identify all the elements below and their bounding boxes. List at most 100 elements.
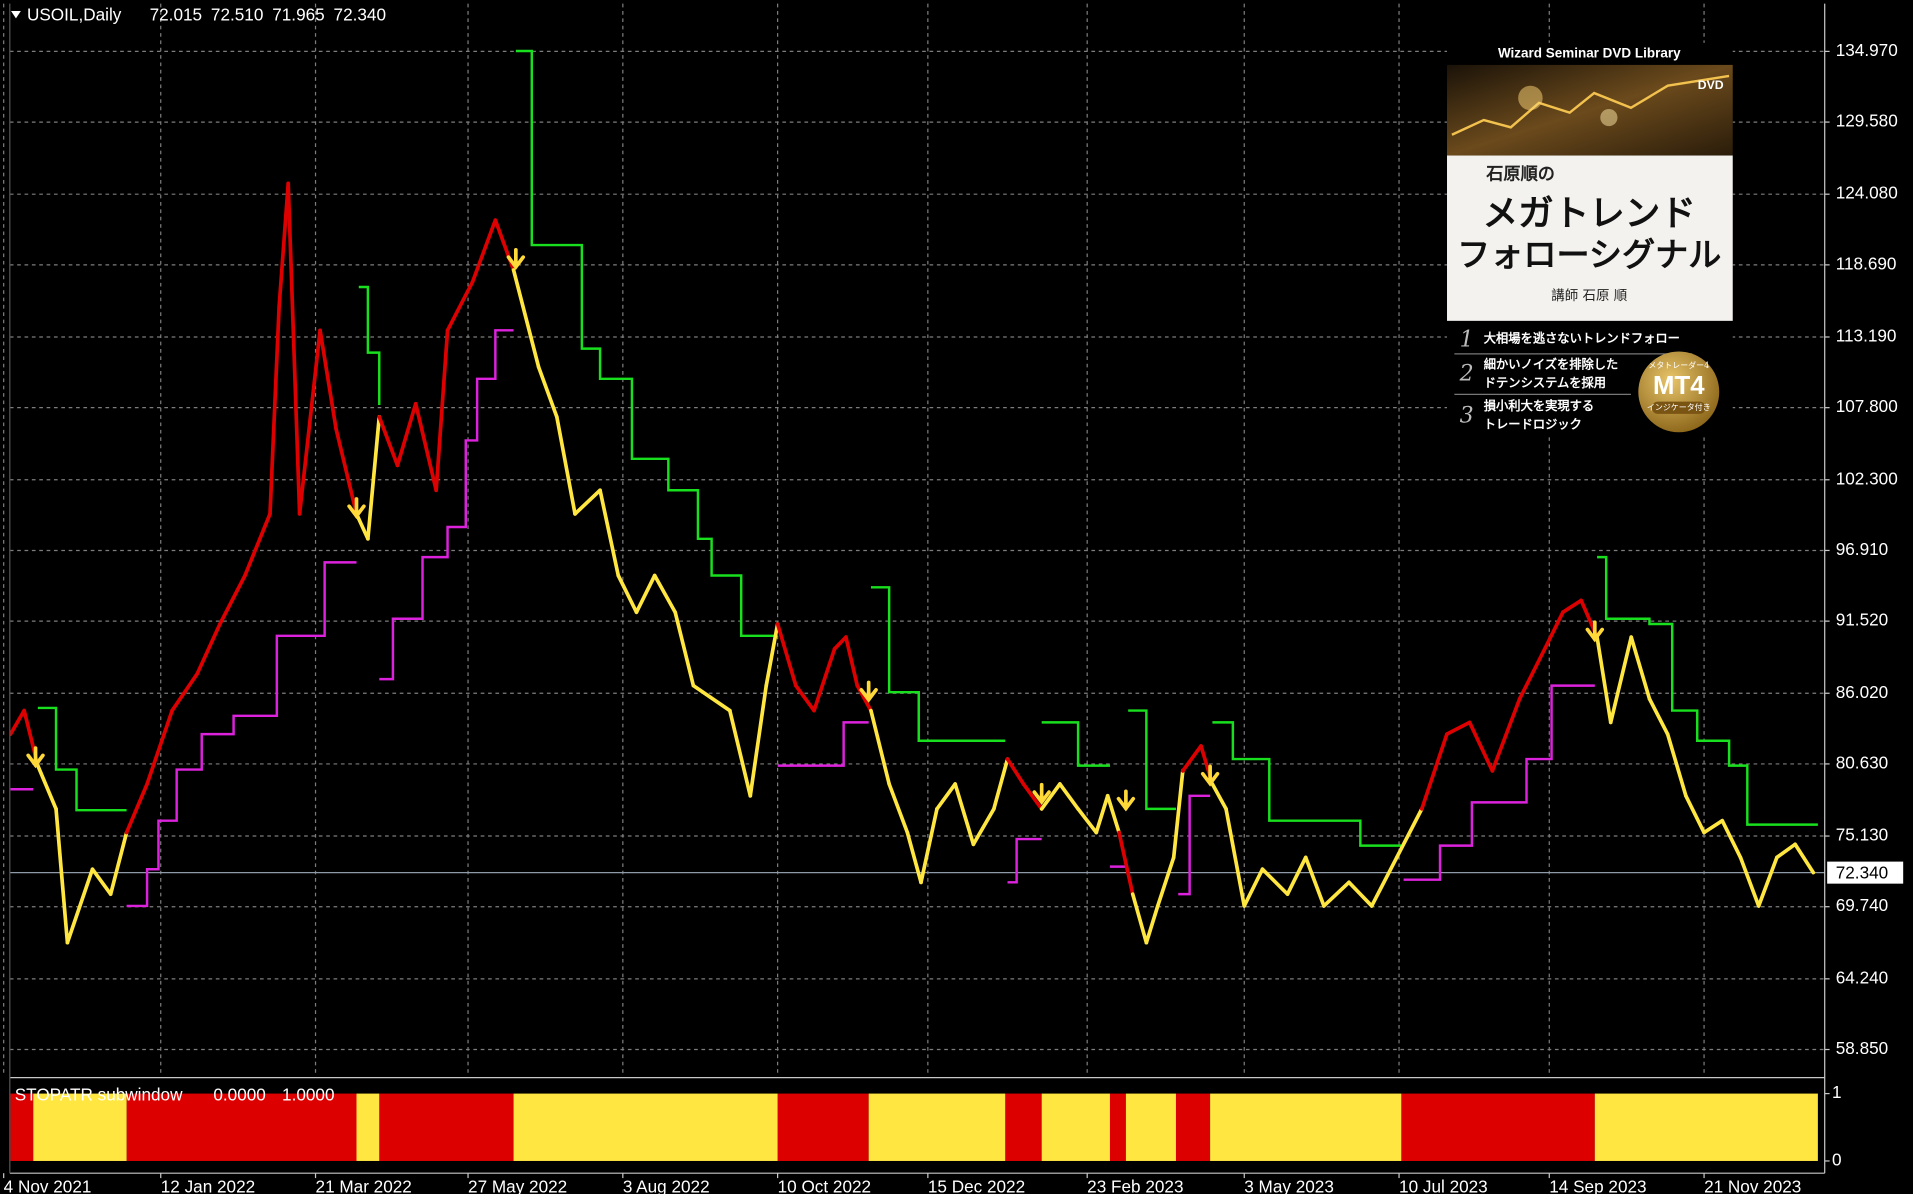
- ad-point-text: 大相場を逃さないトレンドフォロー: [1484, 331, 1680, 346]
- state-bar: [1401, 1093, 1595, 1161]
- price-segment: [1210, 782, 1228, 811]
- y-tick-label: 64.240: [1836, 967, 1888, 987]
- x-tick-label: 21 Nov 2023: [1704, 1176, 1801, 1194]
- state-bar: [513, 1093, 778, 1161]
- price-segment: [268, 304, 281, 516]
- ad-point-text: トレードロジック: [1484, 416, 1582, 431]
- stop-line: [126, 561, 357, 908]
- price-segment: [992, 757, 1010, 811]
- ad-lecturer: 講師 石原 順: [1551, 288, 1627, 304]
- price-segment: [124, 782, 149, 835]
- stop-line: [1007, 837, 1042, 884]
- price-segment: [218, 573, 247, 626]
- price-segment: [1467, 720, 1495, 773]
- price-segment: [1322, 880, 1351, 908]
- price-segment: [108, 830, 129, 896]
- price-segment: [195, 622, 222, 676]
- axes: [9, 3, 1826, 1174]
- price-segment: [286, 181, 302, 516]
- ad-point-text: ドテンシステムを採用: [1484, 375, 1606, 390]
- price-segment: [554, 415, 577, 516]
- y-tick-label: 102.300: [1836, 468, 1898, 488]
- price-segment: [65, 867, 95, 945]
- labels: USOIL,Daily 72.015 72.510 71.965 72.340 …: [3, 4, 1904, 1194]
- signal-arrow: [506, 247, 526, 270]
- price-segment: [1021, 782, 1044, 811]
- price-segment: [243, 512, 272, 578]
- state-bar: [356, 1093, 380, 1161]
- x-tick-label: 15 Dec 2022: [928, 1176, 1025, 1194]
- price-segment: [1542, 610, 1565, 651]
- price-segment: [1260, 867, 1290, 896]
- price-segment: [1076, 807, 1099, 835]
- ad-disc: DVD: [1698, 78, 1724, 92]
- price-segment: [1117, 830, 1135, 896]
- price-segment: [652, 573, 678, 615]
- price-segment: [1130, 892, 1149, 945]
- signal-arrow: [1585, 620, 1605, 643]
- price-segment: [1595, 635, 1613, 725]
- ad-badge-pill: [1651, 401, 1706, 414]
- state-bar: [777, 1093, 869, 1161]
- close-price: 72.340: [334, 4, 386, 24]
- price-segment: [1445, 720, 1472, 736]
- y-tick-label: 118.690: [1836, 253, 1897, 273]
- price-segment: [1684, 793, 1706, 835]
- stop-line: [1403, 684, 1595, 881]
- price-segment: [445, 279, 475, 333]
- price-segment: [634, 573, 657, 615]
- ad-title-line: フォローシグナル: [1457, 235, 1721, 274]
- price-segment: [297, 328, 322, 516]
- close-label-box: [1827, 861, 1904, 884]
- low-price: 71.965: [272, 4, 324, 24]
- price-segment: [318, 328, 338, 431]
- x-tick-label: 3 Aug 2022: [623, 1176, 710, 1194]
- price-segment: [844, 635, 860, 688]
- price-segment: [573, 488, 602, 516]
- price-segment: [748, 683, 769, 798]
- signal-arrow: [1032, 782, 1051, 805]
- ad-image-light: [1600, 108, 1618, 127]
- stop-line: [515, 49, 778, 638]
- stop-line: [1212, 721, 1402, 847]
- price-segment: [869, 708, 891, 786]
- ad-title-line: メガトレンド: [1483, 193, 1696, 234]
- price-segment: [1647, 696, 1670, 736]
- sub-y-tick-label: 1: [1832, 1082, 1842, 1102]
- price-segment: [812, 647, 837, 713]
- price-segment: [764, 622, 780, 688]
- state-bar: [1005, 1093, 1042, 1161]
- x-tick-label: 23 Feb 2023: [1087, 1176, 1183, 1194]
- price-segment: [1419, 732, 1449, 811]
- x-tick-label: 12 Jan 2022: [161, 1176, 255, 1194]
- y-tick-label: 134.970: [1836, 40, 1898, 60]
- ad-image-line: [1451, 74, 1730, 136]
- price-segment: [1775, 842, 1797, 860]
- ad-author: 石原順の: [1485, 165, 1555, 185]
- high-price: 72.510: [211, 4, 263, 24]
- price-segment: [1702, 818, 1725, 835]
- price-segment: [511, 268, 541, 369]
- price-segment: [1490, 696, 1522, 773]
- y-tick-label: 80.630: [1836, 752, 1888, 772]
- y-tick-label: 91.520: [1836, 610, 1888, 630]
- price-segment: [366, 415, 382, 541]
- stop-line: [358, 285, 381, 406]
- signal-arrow: [1116, 789, 1136, 812]
- price-segment: [413, 401, 439, 493]
- ad-badge-bottom: インジケータ付き: [1647, 402, 1711, 412]
- ad-point-number: 2: [1459, 362, 1474, 387]
- stop-line: [1597, 555, 1818, 826]
- ad-image: [1447, 64, 1733, 156]
- sub-y-tick-label: 0: [1832, 1150, 1842, 1170]
- state-bar: [126, 1093, 357, 1161]
- y-tick-label: 58.850: [1836, 1038, 1888, 1058]
- y-tick-label: 129.580: [1836, 111, 1898, 131]
- price-segment: [1039, 782, 1062, 811]
- price-segment: [536, 365, 559, 419]
- subwindow-max: 1.0000: [282, 1085, 334, 1105]
- stop-line: [777, 721, 869, 767]
- x-tick-label: 4 Nov 2021: [4, 1176, 92, 1194]
- price-segment: [1242, 867, 1265, 908]
- price-segment: [1180, 744, 1203, 773]
